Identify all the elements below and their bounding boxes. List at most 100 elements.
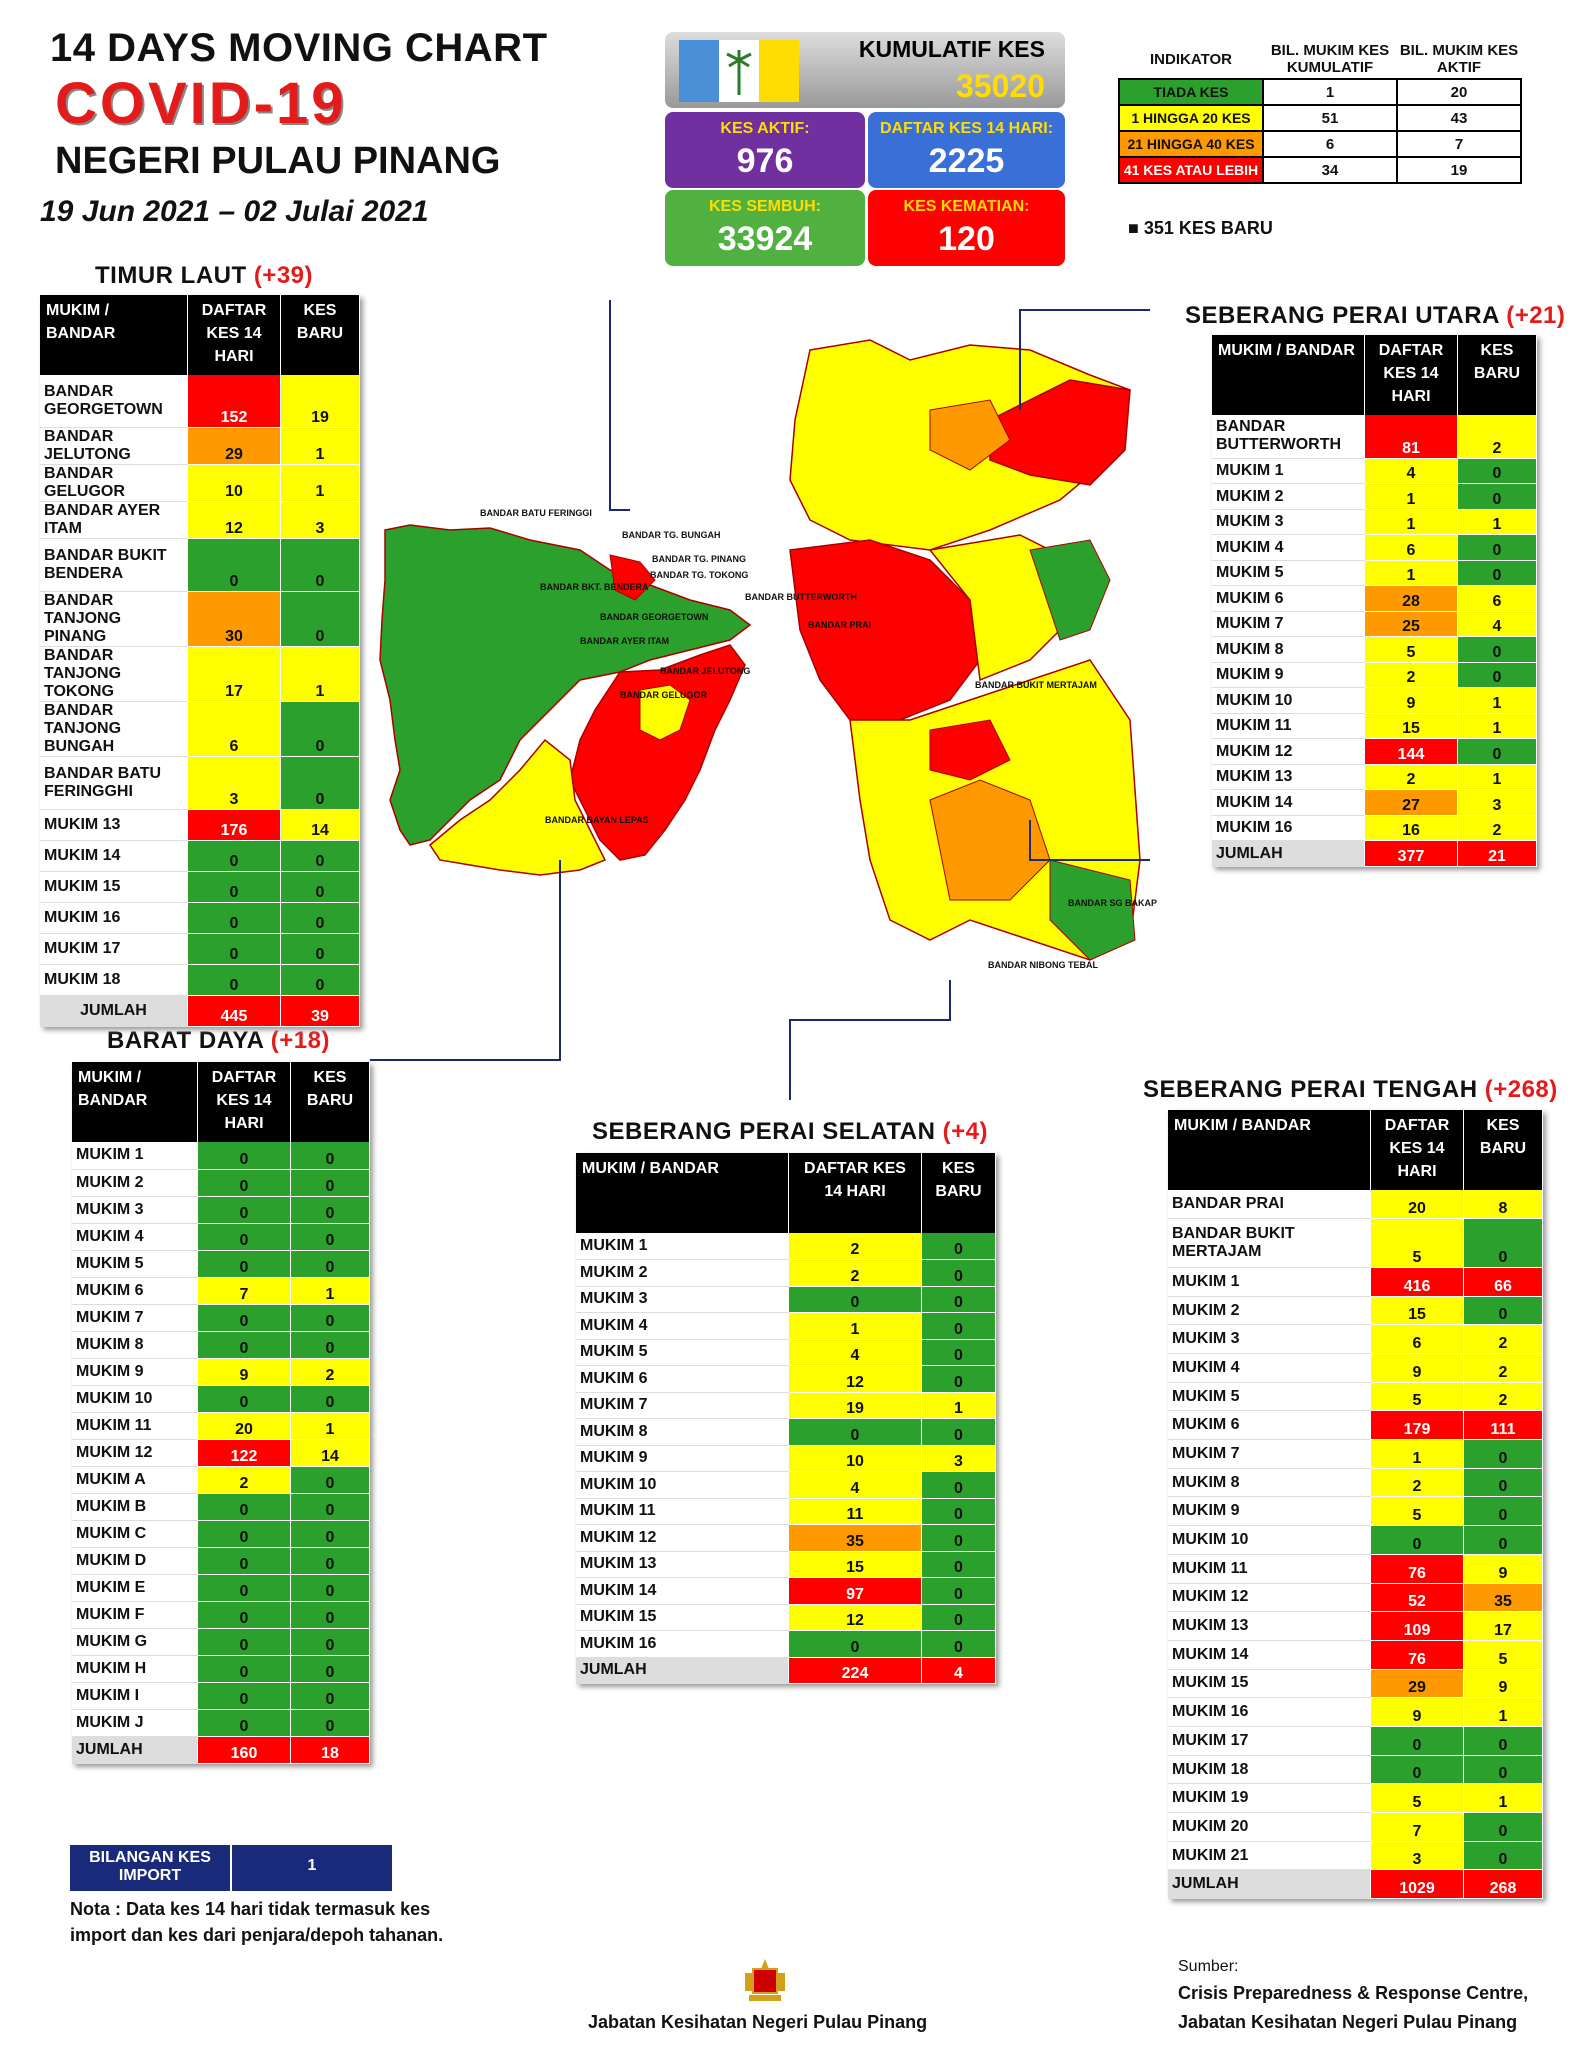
total-kes-baru: 268 <box>1463 1869 1543 1900</box>
header-kes-baru: KES BARU <box>290 1062 370 1142</box>
daftar-value: 0 <box>1370 1525 1464 1555</box>
table-row: MUKIM 16 16 2 <box>1212 815 1537 842</box>
indicator-kumulatif: 1 <box>1262 78 1398 106</box>
jerejak-island <box>665 770 682 800</box>
barat-daya-plus: (+18) <box>270 1027 330 1054</box>
kes-baru-value: 3 <box>280 501 360 540</box>
mukim-name: MUKIM 12 <box>576 1524 789 1552</box>
header-mukim: MUKIM / BANDAR <box>72 1062 198 1142</box>
header-daftar: DAFTAR KES 14 HARI <box>187 295 281 375</box>
mukim-name: MUKIM 2 <box>576 1259 789 1287</box>
island-north-green <box>379 524 752 846</box>
daftar-value: 25 <box>1364 611 1458 638</box>
mukim-name: MUKIM 8 <box>576 1418 789 1446</box>
total-row: JUMLAH 445 39 <box>40 995 360 1027</box>
mukim-name: MUKIM E <box>72 1574 198 1602</box>
table-row: MUKIM 16 0 0 <box>40 902 360 934</box>
kes-baru-value: 0 <box>290 1601 370 1629</box>
mukim-name: MUKIM 18 <box>1168 1755 1371 1785</box>
table-row: BANDAR PRAI 20 8 <box>1168 1190 1543 1220</box>
mukim-name: BANDAR TANJONG TOKONG <box>40 646 188 702</box>
indicator-label: 21 HINGGA 40 KES <box>1118 130 1264 158</box>
total-kes-baru: 18 <box>290 1736 370 1764</box>
header-daftar: DAFTAR KES 14 HARI <box>1370 1110 1464 1190</box>
mukim-name: MUKIM 3 <box>576 1286 789 1313</box>
footer-agency: Jabatan Kesihatan Negeri Pulau Pinang <box>588 2012 928 2032</box>
mukim-name: MUKIM 5 <box>1212 560 1365 587</box>
total-row: JUMLAH 224 4 <box>576 1657 996 1684</box>
daftar-value: 4 <box>1364 458 1458 485</box>
daftar-value: 152 <box>187 375 281 429</box>
daftar-value: 16 <box>1364 815 1458 842</box>
table-row: MUKIM 14 0 0 <box>40 840 360 872</box>
total-label: JUMLAH <box>72 1736 198 1764</box>
sembuh-value: 33924 <box>717 220 813 258</box>
total-daftar: 160 <box>197 1736 291 1764</box>
kes-baru-value: 0 <box>290 1169 370 1197</box>
sembuh-label: KES SEMBUH: <box>708 198 821 215</box>
daftar-value: 1 <box>1364 483 1458 510</box>
header-daftar: DAFTAR KES 14 HARI <box>788 1153 922 1233</box>
mukim-name: MUKIM 12 <box>1212 738 1365 765</box>
sps-plus: (+4) <box>942 1118 989 1145</box>
header-daftar: DAFTAR KES 14 HARI <box>1364 335 1458 415</box>
kematian-box: KES KEMATIAN: 120 <box>868 190 1065 266</box>
kes-baru-value: 19 <box>280 375 360 429</box>
table-row: BANDAR BATU FERINGGHI 3 0 <box>40 756 360 810</box>
mukim-name: MUKIM 6 <box>1168 1410 1371 1441</box>
kumulatif-label: KUMULATIF KES <box>858 36 1045 62</box>
daftar-value: 0 <box>788 1286 922 1313</box>
kes-baru-value: 9 <box>1463 1554 1543 1584</box>
table-row: MUKIM 13 2 1 <box>1212 764 1537 791</box>
daftar-value: 35 <box>788 1524 922 1552</box>
mukim-name: BANDAR GELUGOR <box>40 464 188 503</box>
daftar-value: 17 <box>187 646 281 702</box>
import-box: BILANGAN KES IMPORT 1 <box>70 1845 392 1891</box>
map-label: BANDAR BKT. BENDERA <box>540 582 649 592</box>
indicator-kumulatif: 51 <box>1262 104 1398 132</box>
map-label: BANDAR GEORGETOWN <box>600 612 709 622</box>
mukim-name: MUKIM 1 <box>72 1142 198 1170</box>
daftar-value: 0 <box>1370 1755 1464 1785</box>
kes-baru-value: 14 <box>290 1439 370 1467</box>
mukim-name: BANDAR BUKIT MERTAJAM <box>1168 1218 1371 1268</box>
mukim-name: MUKIM F <box>72 1601 198 1629</box>
mukim-name: MUKIM 4 <box>72 1223 198 1251</box>
table-header: MUKIM / BANDAR DAFTAR KES 14 HARI KES BARU <box>40 295 360 375</box>
table-row: BANDAR BUKIT MERTAJAM 5 0 <box>1168 1218 1543 1268</box>
total-daftar: 377 <box>1364 840 1458 867</box>
mukim-name: MUKIM 3 <box>1212 509 1365 536</box>
mukim-name: MUKIM 8 <box>1168 1468 1371 1498</box>
kes-baru-value: 0 <box>290 1682 370 1710</box>
table-row: MUKIM 2 15 0 <box>1168 1296 1543 1326</box>
kes-baru-value: 0 <box>921 1312 996 1340</box>
kes-baru-value: 0 <box>290 1574 370 1602</box>
mukim-name: MUKIM 18 <box>40 964 188 996</box>
daftar-value: 5 <box>1370 1382 1464 1412</box>
mukim-name: MUKIM 3 <box>1168 1324 1371 1355</box>
daftar-value: 0 <box>197 1304 291 1332</box>
kes-baru-value: 0 <box>921 1604 996 1631</box>
daftar-value: 0 <box>197 1493 291 1521</box>
daftar-value: 0 <box>788 1418 922 1446</box>
header-mukim: MUKIM / BANDAR <box>1168 1110 1371 1190</box>
jata-negara-logo-icon <box>735 1955 795 2005</box>
kes-baru-value: 0 <box>921 1630 996 1658</box>
table-row: MUKIM 11 15 1 <box>1212 713 1537 740</box>
daftar-value: 4 <box>788 1471 922 1499</box>
table-row: MUKIM 17 0 0 <box>1168 1726 1543 1756</box>
daftar-value: 144 <box>1364 738 1458 765</box>
daftar-value: 10 <box>788 1445 922 1472</box>
kes-baru-value: 0 <box>290 1223 370 1251</box>
